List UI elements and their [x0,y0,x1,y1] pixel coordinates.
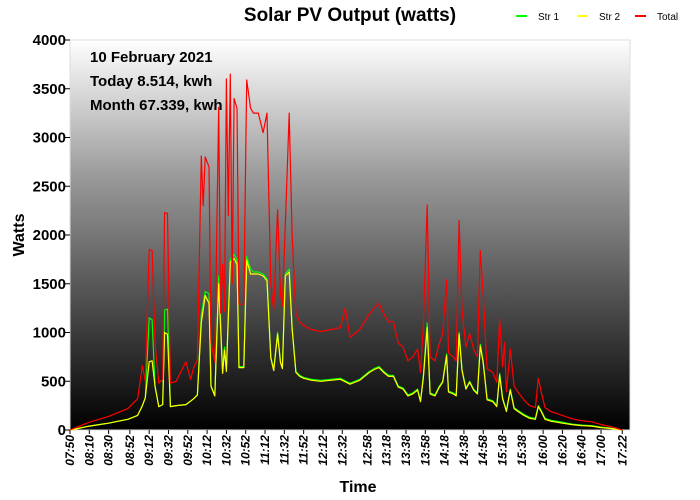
x-tick-label: 11:52 [297,435,311,465]
x-tick-label: 15:38 [515,435,529,466]
x-tick-label: 16:40 [575,435,589,466]
x-tick-label: 14:38 [457,435,471,466]
x-tick-label: 10:52 [239,435,253,466]
x-tick-label: 17:22 [615,435,629,466]
legend-label: Str 2 [599,12,621,23]
y-tick-label: 3000 [33,130,66,147]
y-tick-label: 4000 [33,32,66,49]
x-tick-label: 09:32 [161,435,175,466]
x-tick-label: 15:18 [496,435,510,466]
x-tick-label: 14:18 [438,435,452,466]
x-tick-label: 10:12 [200,435,214,466]
y-tick-label: 2000 [33,227,66,244]
legend-label: Str 1 [538,12,560,23]
y-tick-label: 1000 [33,325,66,342]
y-tick-label: 2500 [33,178,66,195]
x-tick-label: 08:10 [82,435,96,466]
x-axis: 07:50 08:10 08:30 08:52 09:12 09:32 09:52 10:12… [63,430,629,466]
x-tick-label: 08:30 [102,435,116,466]
annotation-line: 10 February 2021 [90,49,213,66]
x-tick-label: 12:58 [360,435,374,466]
x-tick-label: 12:12 [316,435,330,466]
annotations: 10 February 2021 Today 8.514, kwh Month 67… [90,49,223,114]
series-line-total [69,73,623,431]
x-tick-label: 17:00 [594,435,608,466]
x-tick-label: 16:00 [536,435,550,466]
x-tick-label: 11:12 [258,435,272,465]
x-tick-label: 09:12 [142,435,156,466]
y-tick-label: 500 [41,373,66,390]
x-tick-label: 07:50 [63,435,77,466]
x-tick-label: 10:32 [219,435,233,466]
x-tick-label: 09:52 [181,435,195,466]
y-axis: 0 500 1000 1500 2000 2500 3000 3500 4000 [33,32,70,439]
legend-label: Total [657,12,678,23]
x-tick-label: 16:20 [555,435,569,466]
x-tick-label: 11:32 [277,435,291,465]
chart-title: Solar PV Output (watts) [244,5,456,26]
x-tick-label: 13:38 [399,435,413,466]
x-axis-label: Time [339,479,376,496]
annotation-line: Today 8.514, kwh [90,73,212,90]
series-lines [69,73,623,431]
x-tick-label: 12:32 [335,435,349,466]
legend: Str 1 Str 2 Total [516,12,678,23]
y-tick-label: 1500 [33,276,66,293]
annotation-line: Month 67.339, kwh [90,97,223,114]
y-axis-label: Watts [11,213,28,256]
y-tick-label: 0 [58,422,66,439]
x-tick-label: 13:18 [380,435,394,466]
x-tick-label: 13:58 [418,435,432,466]
x-tick-label: 14:58 [476,435,490,466]
series-line-str-2 [69,257,623,431]
x-tick-label: 08:52 [123,435,137,466]
y-tick-label: 3500 [33,81,66,98]
